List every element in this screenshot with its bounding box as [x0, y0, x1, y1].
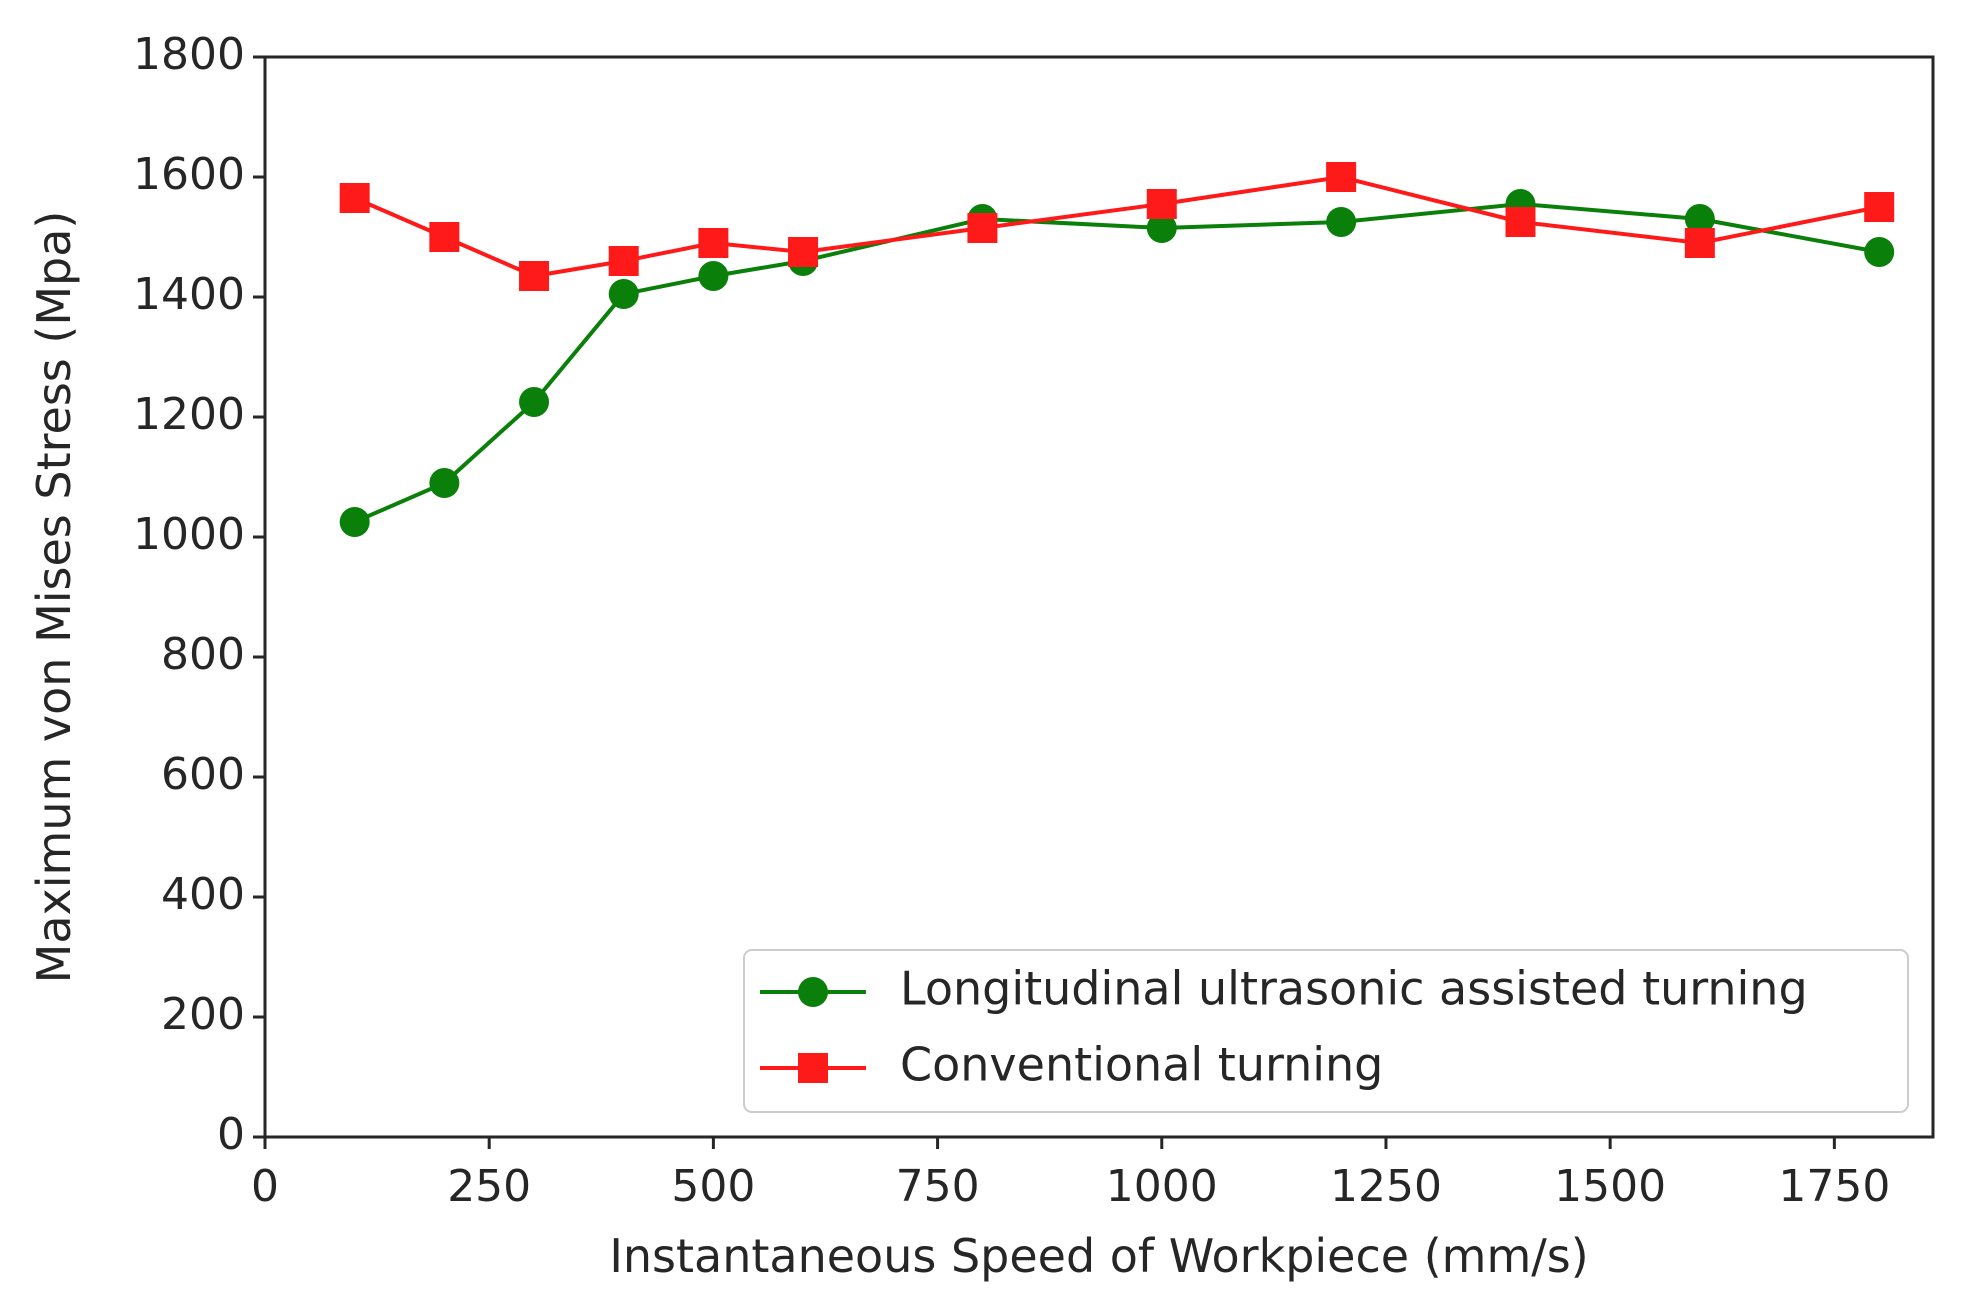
legend-marker: [798, 1053, 828, 1083]
y-tick-label: 200: [161, 989, 245, 1040]
legend-entry: Longitudinal ultrasonic assisted turning: [760, 962, 1808, 1016]
data-point: [519, 387, 550, 417]
data-point: [967, 213, 998, 243]
data-point: [519, 261, 550, 291]
data-point: [429, 222, 460, 252]
y-tick-label: 800: [161, 629, 245, 680]
data-point: [1864, 192, 1895, 222]
legend-label: Longitudinal ultrasonic assisted turning: [900, 962, 1808, 1016]
x-tick-label: 1250: [1330, 1161, 1442, 1212]
data-point: [788, 237, 819, 267]
x-tick-label: 1500: [1554, 1161, 1666, 1212]
data-point: [429, 468, 460, 498]
data-point: [1146, 189, 1177, 219]
legend-marker: [798, 977, 828, 1007]
x-tick-label: 0: [251, 1161, 279, 1212]
x-tick-label: 500: [671, 1161, 755, 1212]
data-point: [1684, 228, 1715, 258]
legend: Longitudinal ultrasonic assisted turning…: [743, 949, 1909, 1113]
y-tick-label: 1200: [133, 389, 245, 440]
legend-label: Conventional turning: [900, 1038, 1383, 1092]
x-tick-label: 750: [896, 1161, 980, 1212]
y-axis-label: Maximum von Mises Stress (Mpa): [27, 211, 81, 984]
data-point: [1146, 213, 1177, 243]
y-tick-label: 1800: [133, 29, 245, 80]
data-point: [1684, 204, 1715, 234]
y-tick-label: 1400: [133, 269, 245, 320]
legend-box: [743, 949, 1909, 1113]
data-point: [339, 183, 370, 213]
data-point: [1326, 207, 1357, 237]
data-point: [1505, 207, 1536, 237]
data-point: [698, 261, 729, 291]
x-tick-label: 1000: [1106, 1161, 1218, 1212]
axis-ticks: 0 200 400 600 800 1000 1200 1400 1600 1800 0 250 500…: [133, 29, 1890, 1212]
x-axis-label: Instantaneous Speed of Workpiece (mm/s): [609, 1229, 1588, 1283]
y-tick-label: 1600: [133, 149, 245, 200]
y-tick-label: 0: [217, 1109, 245, 1160]
data-point: [339, 507, 370, 537]
x-tick-label: 1750: [1778, 1161, 1890, 1212]
series-line: [353, 201, 1880, 524]
series-ultrasonic: [339, 189, 1895, 537]
series-conventional: [339, 162, 1895, 291]
data-point: [1864, 237, 1895, 267]
y-tick-label: 600: [161, 749, 245, 800]
y-tick-label: 1000: [133, 509, 245, 560]
plot-area: [339, 162, 1895, 537]
data-point: [1326, 162, 1357, 192]
data-point: [608, 279, 639, 309]
data-point: [608, 246, 639, 276]
y-tick-label: 400: [161, 869, 245, 920]
legend-entry: Conventional turning: [760, 1038, 1383, 1092]
axes-frame: [263, 55, 1935, 1139]
x-tick-label: 250: [447, 1161, 531, 1212]
data-point: [698, 228, 729, 258]
